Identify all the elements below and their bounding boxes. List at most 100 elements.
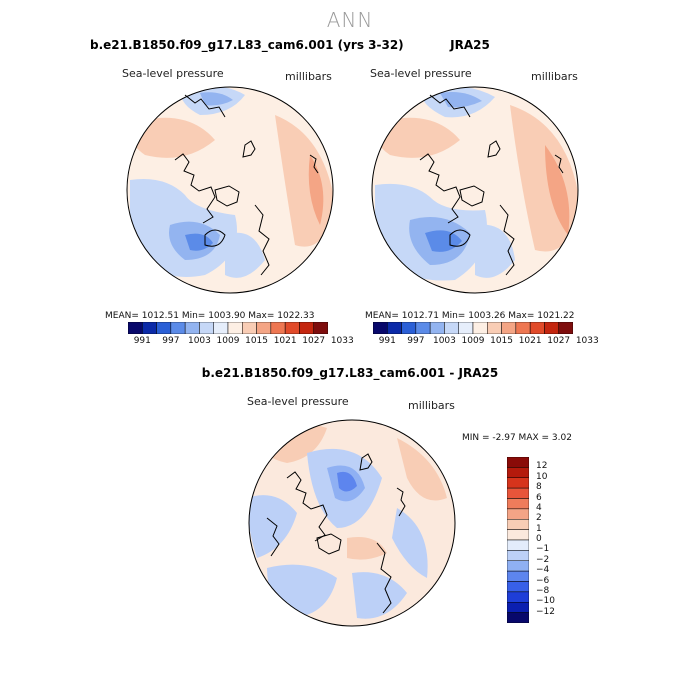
colorbar-swatch (507, 467, 529, 478)
panel-1-field (127, 87, 333, 293)
panel-3-units-label: millibars (408, 399, 455, 412)
colorbar-swatch (227, 322, 243, 334)
colorbar-tick-label: 1009 (216, 336, 240, 346)
colorbar-swatch (270, 322, 286, 334)
colorbar-tick-label: 8 (536, 482, 542, 493)
colorbar-tick-label: 997 (407, 336, 425, 346)
colorbar-swatch (373, 322, 388, 334)
colorbar-swatch (507, 591, 529, 603)
colorbar-tick-label: 1 (536, 523, 542, 534)
panel-3-title: b.e21.B1850.f09_g17.L83_cam6.001 - JRA25 (201, 366, 499, 380)
panel-2-border (371, 86, 579, 294)
colorbar-swatch (387, 322, 402, 334)
colorbar-swatch (507, 508, 529, 520)
colorbar-tick-label: −2 (536, 554, 550, 565)
colorbar-tick-label: 1033 (575, 336, 599, 346)
panel-3-map (248, 419, 456, 627)
colorbar-tick-label: 1003 (432, 336, 456, 346)
colorbar-swatch (558, 322, 573, 334)
colorbar-swatch (507, 477, 529, 489)
panel-1-stats: MEAN= 1012.51 Min= 1003.90 Max= 1022.33 (105, 311, 315, 321)
colorbar-tick-label: 1015 (245, 336, 269, 346)
panel-2-title: JRA25 (450, 38, 490, 52)
colorbar-swatch (507, 560, 529, 572)
colorbar-tick-label: 1021 (273, 336, 297, 346)
colorbar-swatch (142, 322, 157, 334)
colorbar-swatch (507, 570, 529, 582)
colorbar-tick-label: 0 (536, 534, 542, 544)
colorbar-tick-label: 12 (536, 461, 548, 472)
colorbar-tick-label: −1 (536, 544, 550, 555)
colorbar-swatch (507, 457, 529, 468)
colorbar-swatch (507, 602, 529, 613)
colorbar-tick-label: −10 (536, 596, 555, 607)
colorbar-tick-label: 10 (536, 471, 548, 482)
colorbar-swatch (242, 322, 257, 334)
panel-3-stats: MIN = -2.97 MAX = 3.02 (462, 433, 572, 443)
colorbar-swatch (501, 322, 517, 334)
panel-1-colorbar-ticks: 991 997 1003 1009 1015 1021 1027 1033 (128, 336, 354, 348)
colorbar-swatch (507, 550, 529, 561)
panel-2-colorbar (373, 322, 573, 334)
colorbar-tick-label: 1009 (461, 336, 485, 346)
colorbar-swatch (529, 322, 545, 334)
colorbar-swatch (544, 322, 559, 334)
panel-2-variable-label: Sea-level pressure (370, 67, 472, 80)
colorbar-swatch (299, 322, 314, 334)
colorbar-tick-label: −8 (536, 585, 550, 596)
colorbar-tick-label: 6 (536, 492, 542, 503)
colorbar-tick-label: 1015 (490, 336, 514, 346)
panel-2-field (372, 87, 578, 293)
colorbar-swatch (156, 322, 172, 334)
colorbar-tick-label: −4 (536, 565, 550, 576)
panel-1-units-label: millibars (285, 70, 332, 83)
colorbar-swatch (213, 322, 229, 334)
panel-2-stats: MEAN= 1012.71 Min= 1003.26 Max= 1021.22 (365, 311, 575, 321)
panel-3-colorbar (507, 457, 529, 623)
panel-1-map (126, 86, 334, 294)
colorbar-tick-label: −6 (536, 575, 550, 586)
colorbar-swatch (184, 322, 200, 334)
colorbar-swatch (515, 322, 531, 334)
panel-2-units-label: millibars (531, 70, 578, 83)
colorbar-tick-label: 1027 (547, 336, 571, 346)
colorbar-tick-label: −12 (536, 606, 555, 617)
panel-3-variable-label: Sea-level pressure (247, 395, 349, 408)
panel-1-colorbar (128, 322, 328, 334)
colorbar-tick-label: 997 (162, 336, 180, 346)
colorbar-swatch (429, 322, 445, 334)
colorbar-tick-label: 1027 (302, 336, 326, 346)
panel-3-coastlines (266, 453, 406, 614)
colorbar-swatch (256, 322, 272, 334)
panel-3-colorbar-ticks: 12 10 8 6 4 2 1 0 −1 −2 −4 −6 −8 −10 −12 (536, 457, 566, 627)
colorbar-swatch (507, 529, 529, 541)
panel-1-coastlines (174, 94, 319, 276)
colorbar-swatch (128, 322, 143, 334)
colorbar-swatch (507, 498, 529, 510)
colorbar-swatch (507, 539, 529, 551)
figure-title: ANN (326, 8, 374, 32)
panel-3-field (249, 420, 455, 626)
colorbar-tick-label: 4 (536, 502, 542, 513)
colorbar-swatch (444, 322, 459, 334)
colorbar-swatch (507, 612, 529, 623)
colorbar-swatch (458, 322, 474, 334)
colorbar-tick-label: 1003 (187, 336, 211, 346)
colorbar-swatch (170, 322, 186, 334)
colorbar-tick-label: 2 (536, 513, 542, 524)
colorbar-swatch (487, 322, 502, 334)
panel-1-title: b.e21.B1850.f09_g17.L83_cam6.001 (yrs 3-… (90, 38, 404, 52)
panel-2-colorbar-ticks: 991 997 1003 1009 1015 1021 1027 1033 (373, 336, 599, 348)
colorbar-swatch (199, 322, 214, 334)
panel-2-map (371, 86, 579, 294)
colorbar-swatch (507, 519, 529, 530)
panel-1-border (126, 86, 334, 294)
colorbar-swatch (313, 322, 328, 334)
colorbar-swatch (415, 322, 431, 334)
colorbar-tick-label: 1021 (518, 336, 542, 346)
colorbar-swatch (401, 322, 417, 334)
panel-1-variable-label: Sea-level pressure (122, 67, 224, 80)
colorbar-tick-label: 1033 (330, 336, 354, 346)
panel-2-coastlines (419, 94, 564, 276)
colorbar-tick-label: 991 (133, 336, 151, 346)
